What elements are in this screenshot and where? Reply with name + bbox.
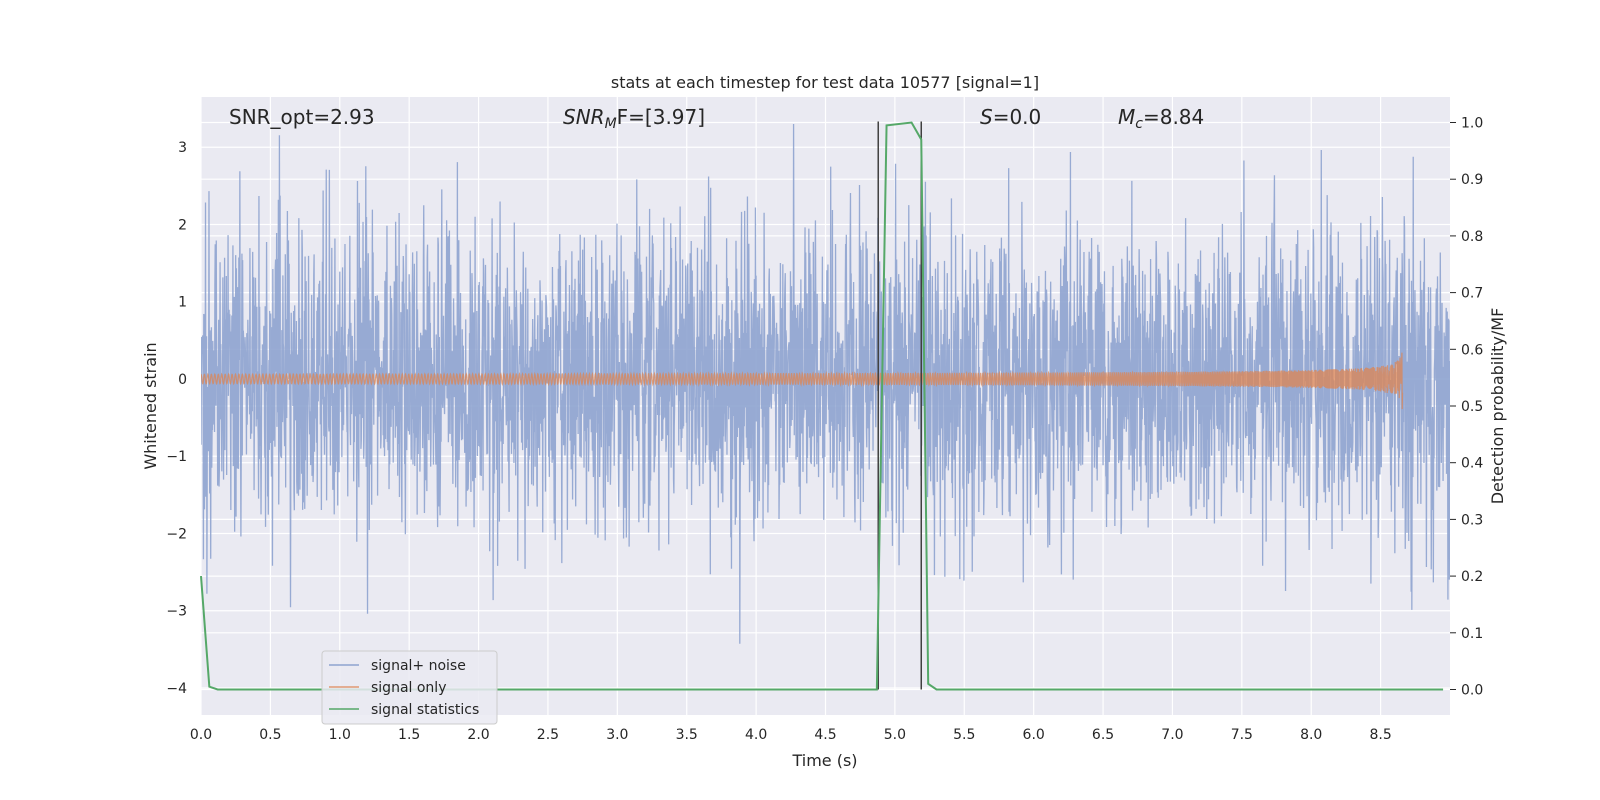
right-axis-tick-label-3: 0.7 [1461,286,1483,302]
y-tick-label-6: −3 [166,604,187,620]
x-tick-label-13: 6.5 [1092,727,1114,743]
annotation-s: S=0.0 [980,105,1041,129]
right-axis-tick-label-5: 0.5 [1461,399,1483,415]
series-signal-statistics [200,121,1444,691]
y-tick-label-5: −2 [166,526,187,542]
legend-label-signal-noise: signal+ noise [371,658,466,674]
x-tick-label-9: 4.5 [814,727,836,743]
annotation-mc: Mc=8.84 [1118,105,1204,132]
x-axis-label: Time (s) [791,751,857,770]
x-tick-label-8: 4.0 [745,727,767,743]
x-tick-label-15: 7.5 [1231,727,1253,743]
x-tick-label-7: 3.5 [676,727,698,743]
legend-label-signal-only: signal only [371,680,446,696]
right-axis-tick-label-1: 0.9 [1461,172,1483,188]
y-tick-labels: 3 2 1 0 −1 −2 −3 −4 [166,140,187,697]
annotation-mc-base: M [1118,105,1135,129]
right-axis-tick-label-6: 0.4 [1461,456,1483,472]
right-axis-tick-label-2: 0.8 [1461,229,1483,245]
y-tick-label-3: 0 [178,372,187,388]
x-tick-label-5: 2.5 [537,727,559,743]
y-tick-label-1: 2 [178,217,187,233]
chart-title: stats at each timestep for test data 105… [611,73,1039,92]
x-tick-label-11: 5.5 [953,727,975,743]
annotation-s-base: S [980,105,993,129]
y-tick-label-2: 1 [178,295,187,311]
legend-box [321,650,498,725]
x-tick-label-3: 1.5 [398,727,420,743]
annotation-snr-mf-base: SNR [563,105,605,129]
x-tick-label-4: 2.0 [467,727,489,743]
annotation-snr-mf: SNRMF=[3.97] [563,105,705,132]
annotation-snr-mf-sub: M [605,116,617,132]
x-tick-label-17: 8.5 [1369,727,1391,743]
y-tick-label-0: 3 [178,140,187,156]
x-tick-label-16: 8.0 [1300,727,1322,743]
annotation-mc-sub: c [1135,116,1143,132]
right-axis-tick-label-7: 0.3 [1461,512,1483,528]
right-axis-tick-label-0: 1.0 [1461,116,1483,132]
y-tick-label-4: −1 [166,449,187,465]
legend-label-signal-statistics: signal statistics [371,702,479,718]
x-tick-label-10: 5.0 [884,727,906,743]
x-tick-label-14: 7.0 [1161,727,1183,743]
y-tick-label-7: −4 [166,681,187,697]
x-tick-label-12: 6.0 [1023,727,1045,743]
signal-only-line [201,352,1404,410]
right-axis-tick-label-9: 0.1 [1461,626,1483,642]
x-tick-label-1: 0.5 [259,727,281,743]
y-axis-label: Whitened strain [141,342,160,469]
right-axis-label: Detection probability/MF [1488,308,1507,505]
right-axis-tick-label-8: 0.2 [1461,569,1483,585]
right-axis-tick-label-10: 0.0 [1461,682,1483,698]
x-tick-label-6: 3.0 [606,727,628,743]
signal-statistics-line [200,121,1444,691]
annotation-mc-rest: =8.84 [1143,105,1204,129]
series-signal-only [201,352,1404,410]
legend: signal+ noise signal only signal statist… [321,650,498,725]
x-tick-label-0: 0.0 [190,727,212,743]
right-axis-tick-labels: 1.0 0.9 0.8 0.7 0.6 0.5 0.4 0.3 0.2 0.1 0.0 [1450,116,1483,698]
x-tick-label-2: 1.0 [329,727,351,743]
right-axis-tick-label-4: 0.6 [1461,342,1483,358]
x-tick-labels: 0.0 0.5 1.0 1.5 2.0 2.5 3.0 3.5 4.0 4.5 5.0 5.5 6.0 6… [190,727,1392,743]
annotation-s-rest: =0.0 [993,105,1042,129]
annotation-snr-opt: SNR_opt=2.93 [229,105,375,129]
annotation-snr-mf-rest: F=[3.97] [617,105,705,129]
